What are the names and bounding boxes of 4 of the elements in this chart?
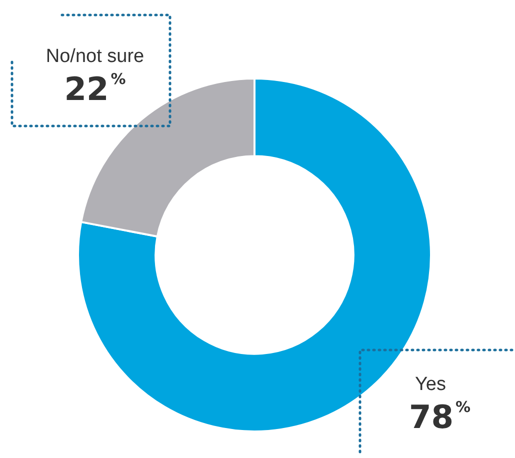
slice-label: Yes	[415, 374, 446, 395]
data-label: 22%	[64, 70, 126, 108]
data-label: 78%	[409, 398, 471, 436]
slice-label: No/not sure	[46, 46, 144, 67]
